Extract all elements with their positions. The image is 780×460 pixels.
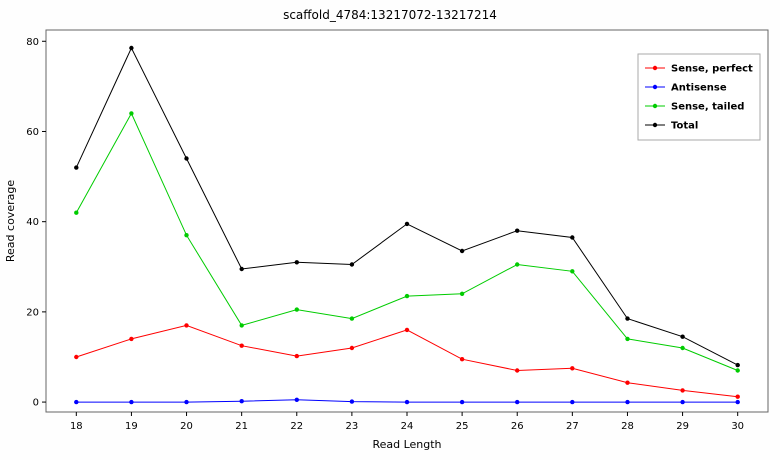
data-point bbox=[735, 368, 740, 373]
y-axis-title: Read coverage bbox=[4, 180, 17, 262]
data-point bbox=[74, 399, 79, 405]
data-point bbox=[625, 336, 630, 342]
data-point bbox=[294, 307, 299, 312]
data-point bbox=[349, 399, 355, 404]
data-point bbox=[735, 394, 740, 399]
data-point bbox=[349, 345, 355, 351]
data-point bbox=[625, 380, 630, 385]
x-tick-label: 26 bbox=[511, 421, 524, 432]
series-sense-tailed bbox=[74, 111, 740, 373]
data-point bbox=[459, 357, 465, 362]
data-point bbox=[239, 343, 244, 348]
data-point bbox=[570, 269, 575, 274]
x-tick-label: 21 bbox=[235, 421, 248, 432]
data-point bbox=[570, 399, 575, 405]
y-tick-label: 80 bbox=[26, 37, 39, 48]
x-tick-label: 28 bbox=[621, 421, 634, 432]
data-point bbox=[184, 399, 189, 405]
legend-label: Antisense bbox=[671, 83, 727, 94]
data-point bbox=[459, 399, 465, 405]
x-axis: 18 19 20 21 22 23 24 25 26 27 28 29 30 bbox=[70, 412, 744, 432]
data-point bbox=[680, 388, 685, 393]
data-point bbox=[349, 262, 355, 267]
data-point bbox=[129, 399, 134, 405]
data-point bbox=[239, 323, 244, 328]
data-point bbox=[515, 228, 520, 233]
data-point bbox=[404, 293, 410, 299]
data-point bbox=[625, 399, 630, 405]
chart-title: scaffold_4784:13217072-13217214 bbox=[283, 8, 497, 22]
data-point bbox=[239, 399, 244, 404]
x-tick-label: 27 bbox=[566, 421, 579, 432]
x-tick-label: 22 bbox=[290, 421, 303, 432]
x-tick-label: 29 bbox=[676, 421, 689, 432]
data-point bbox=[570, 235, 575, 240]
series-antisense bbox=[74, 397, 740, 405]
data-point bbox=[625, 316, 630, 321]
data-point bbox=[184, 156, 189, 161]
data-point bbox=[680, 345, 685, 351]
data-point bbox=[680, 399, 685, 405]
data-point bbox=[74, 165, 79, 170]
data-point bbox=[74, 210, 79, 215]
x-tick-label: 20 bbox=[180, 421, 193, 432]
data-point bbox=[294, 353, 299, 359]
x-tick-label: 30 bbox=[731, 421, 744, 432]
data-point bbox=[404, 221, 410, 227]
data-point bbox=[404, 327, 410, 333]
data-point bbox=[515, 262, 520, 267]
x-tick-label: 25 bbox=[456, 421, 469, 432]
data-point bbox=[184, 233, 189, 238]
data-point bbox=[735, 399, 740, 405]
data-point bbox=[184, 323, 189, 328]
y-tick-label: 60 bbox=[26, 127, 39, 138]
y-tick-label: 20 bbox=[26, 307, 39, 318]
x-axis-title: Read Length bbox=[372, 438, 441, 451]
data-point bbox=[570, 366, 575, 371]
legend: Sense, perfect Antisense Sense, tailed Tota… bbox=[637, 53, 761, 141]
data-point bbox=[515, 368, 520, 373]
data-point bbox=[129, 336, 134, 342]
legend-label: Sense, perfect bbox=[671, 64, 753, 75]
data-point bbox=[515, 399, 520, 405]
series-sense-perfect bbox=[74, 323, 740, 399]
series-total bbox=[74, 45, 740, 368]
y-axis: 0 20 40 60 80 bbox=[26, 37, 46, 409]
data-point bbox=[294, 260, 299, 265]
y-tick-label: 0 bbox=[33, 398, 39, 409]
legend-key-point bbox=[652, 84, 658, 90]
legend-label: Sense, tailed bbox=[671, 102, 744, 113]
data-point bbox=[239, 266, 244, 272]
data-point bbox=[680, 334, 685, 339]
y-tick-label: 40 bbox=[26, 217, 39, 228]
data-point bbox=[129, 111, 134, 116]
data-point bbox=[404, 399, 410, 405]
data-point bbox=[129, 45, 134, 51]
x-tick-label: 24 bbox=[401, 421, 414, 432]
data-point bbox=[459, 291, 465, 296]
data-point bbox=[459, 248, 465, 254]
data-point bbox=[349, 316, 355, 321]
legend-key-point bbox=[652, 65, 658, 71]
data-point bbox=[294, 397, 299, 402]
x-tick-label: 18 bbox=[70, 421, 83, 432]
x-tick-label: 19 bbox=[125, 421, 138, 432]
data-point bbox=[74, 354, 79, 360]
legend-label: Total bbox=[671, 121, 698, 132]
legend-key-point bbox=[652, 103, 658, 109]
data-point bbox=[735, 362, 740, 368]
x-tick-label: 23 bbox=[346, 421, 359, 432]
legend-key-point bbox=[652, 122, 658, 128]
